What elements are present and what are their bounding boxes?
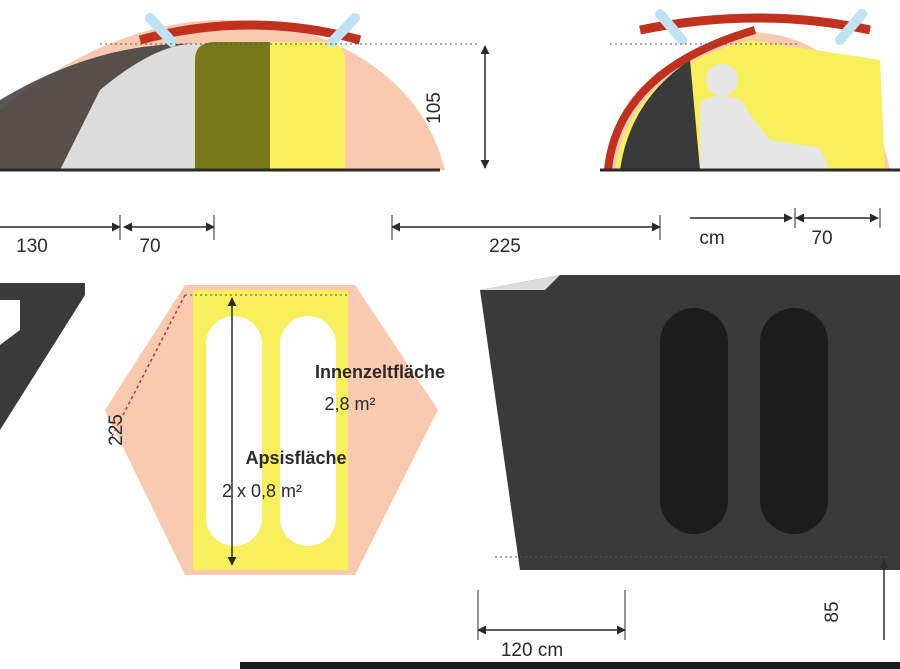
height-label: 105 [424, 92, 445, 124]
side-view-with-person [600, 9, 900, 172]
inner-area-title: Innenzeltfläche [315, 362, 445, 382]
tent-arch-edge-2 [604, 26, 757, 171]
unit-label: cm [699, 228, 724, 249]
fly-inner-panel [60, 43, 200, 170]
width-label-2: 70 [139, 236, 160, 257]
width-label-1: 130 [16, 236, 48, 257]
person-silhouette [700, 64, 830, 170]
length-label: 225 [106, 414, 127, 446]
sleeping-bag-right [760, 308, 828, 534]
inner-tent-shade [195, 42, 270, 170]
ground-corner-highlight [480, 275, 560, 290]
floor-plan-hexagon: 225 Innenzeltfläche 2,8 m² Apsisfläche 2… [0, 283, 445, 575]
apse-area-title: Apsisfläche [245, 448, 346, 468]
right-partial-label: 85 [822, 601, 843, 622]
pole-tips-2 [655, 9, 867, 45]
left-dark-panel [0, 283, 85, 430]
sleeping-pad-right [280, 316, 336, 546]
sleeping-pad-left [206, 316, 262, 546]
inner-area-value: 2,8 m² [324, 394, 375, 414]
bottom-bar [240, 662, 900, 669]
side-view-cross-section [0, 13, 445, 172]
width-label-4: 70 [811, 228, 832, 249]
floor-plan-perspective: 120 cm 85 [477, 275, 900, 661]
left-white-notch [0, 300, 20, 345]
width-label-3: 225 [489, 236, 521, 257]
sleeping-bag-left [660, 308, 728, 534]
inner-shadow-2 [620, 60, 700, 170]
pole-tips [145, 13, 360, 47]
foot-width-label: 120 cm [501, 640, 563, 661]
apse-area-value: 2 x 0,8 m² [222, 481, 302, 501]
side-dimensions: 105 130 70 225 cm 70 [0, 43, 881, 257]
